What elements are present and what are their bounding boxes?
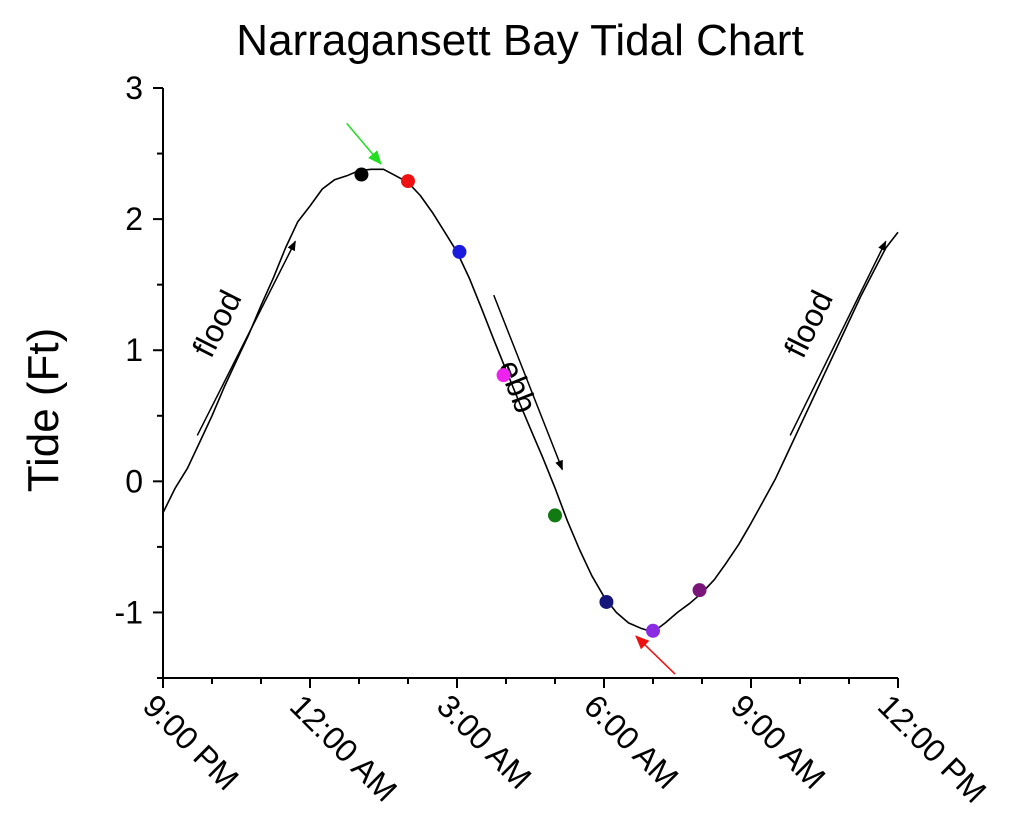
highlight-arrow	[346, 122, 382, 165]
x-tick-label: 12:00 AM	[283, 687, 404, 808]
tide-marker	[452, 244, 467, 259]
y-tick-label: 2	[125, 201, 143, 237]
tide-marker	[646, 623, 660, 638]
tide-line	[162, 168, 899, 633]
x-tick-label: 3:00 AM	[430, 687, 538, 795]
tide-marker	[599, 594, 614, 609]
x-tick-label: 9:00 PM	[136, 687, 246, 797]
flood-label: flood	[777, 285, 840, 363]
tide-marker	[692, 583, 707, 598]
plot-area	[162, 167, 899, 638]
flood-arrow	[789, 240, 887, 436]
y-axis-label: Tide (Ft)	[19, 328, 68, 493]
y-tick-label: 3	[125, 70, 143, 106]
y-tick-label: -1	[115, 594, 143, 630]
chart-title: Narragansett Bay Tidal Chart	[236, 16, 803, 65]
tide-marker	[354, 167, 369, 182]
y-tick-label: 1	[125, 332, 143, 368]
flood-label: flood	[185, 284, 248, 362]
annotations: flood ebb flood	[185, 122, 887, 675]
tide-marker	[496, 368, 511, 383]
tide-marker	[401, 174, 415, 189]
x-tick-label: 12:00 PM	[871, 687, 993, 809]
highlight-arrow	[635, 635, 676, 675]
x-tick-label: 6:00 AM	[577, 687, 685, 795]
y-tick-label: 0	[125, 463, 143, 499]
x-tick-label: 9:00 AM	[724, 687, 832, 795]
ebb-arrow	[493, 294, 564, 471]
axes: -1 0 1 2 3 9:00 PM 12:00 AM 3:00 AM 6:00 AM 9:00 …	[115, 70, 994, 810]
ebb-label: ebb	[491, 355, 544, 418]
tide-marker	[548, 508, 562, 523]
